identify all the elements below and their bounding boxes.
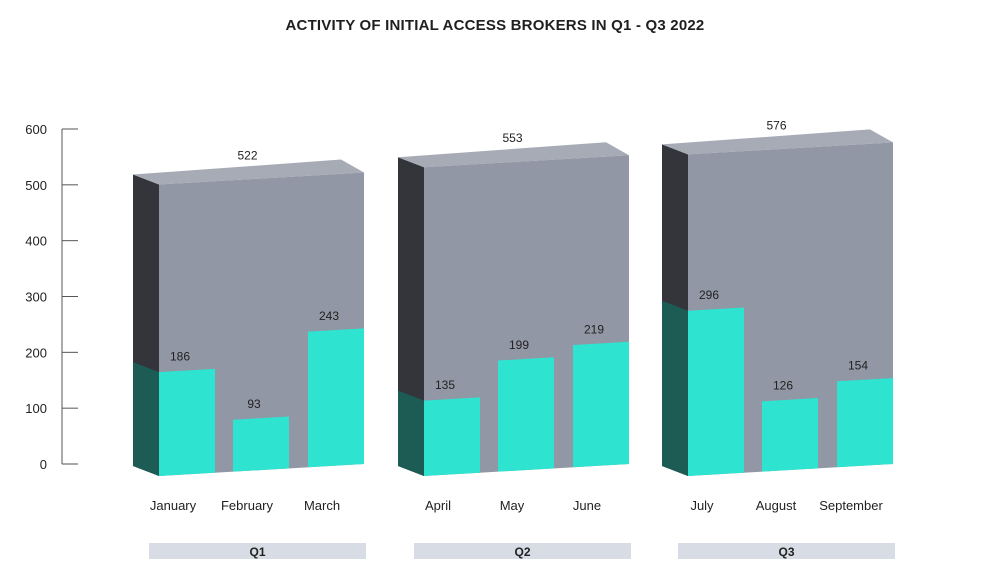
y-axis: 0 100 200 300 400 500 600 xyxy=(25,122,78,472)
month-value-label: 126 xyxy=(773,379,793,393)
quarter-label: Q3 xyxy=(778,545,794,559)
quarter-total-label: 553 xyxy=(502,131,522,145)
y-tick-label: 0 xyxy=(40,457,47,472)
month-value-label: 154 xyxy=(848,359,868,373)
month-value-label: 93 xyxy=(247,397,261,411)
quarter-band xyxy=(149,543,366,559)
y-tick-label: 200 xyxy=(25,345,47,360)
chart-title: ACTIVITY OF INITIAL ACCESS BROKERS IN Q1… xyxy=(285,17,705,34)
y-tick-label: 400 xyxy=(25,234,47,249)
month-bar xyxy=(308,328,364,468)
quarter-band xyxy=(414,543,631,559)
month-bar xyxy=(233,416,289,472)
x-tick-label: June xyxy=(573,498,601,513)
quarter-top-face xyxy=(398,142,629,168)
quarter-total-label: 576 xyxy=(766,118,786,132)
x-tick-label: February xyxy=(221,498,274,513)
y-tick-label: 100 xyxy=(25,401,47,416)
x-tick-label: January xyxy=(150,498,197,513)
month-value-label: 296 xyxy=(699,288,719,302)
x-tick-label: May xyxy=(500,498,525,513)
x-tick-label: July xyxy=(690,498,714,513)
month-bar xyxy=(424,397,480,476)
month-value-label: 199 xyxy=(509,338,529,352)
quarter-top-face xyxy=(133,159,364,185)
y-tick-label: 500 xyxy=(25,178,47,193)
quarter-label: Q1 xyxy=(249,545,265,559)
x-tick-label: August xyxy=(756,498,797,513)
month-bar-side xyxy=(133,362,159,476)
chart-bars xyxy=(133,129,893,477)
x-tick-label: March xyxy=(304,498,340,513)
month-bar-side xyxy=(662,300,688,476)
quarter-top-face xyxy=(662,129,893,155)
month-value-label: 219 xyxy=(584,322,604,336)
quarter-total-label: 522 xyxy=(237,149,257,163)
month-value-label: 243 xyxy=(319,309,339,323)
quarter-band xyxy=(678,543,895,559)
month-bar xyxy=(159,368,215,476)
month-value-label: 135 xyxy=(435,378,455,392)
month-bar xyxy=(762,398,818,472)
y-tick-label: 600 xyxy=(25,122,47,137)
x-tick-label: September xyxy=(819,498,883,513)
x-tick-label: April xyxy=(425,498,451,513)
month-bar xyxy=(573,341,629,468)
chart-labels: 186 January 93 February 243 March 522 Q1 135 Apri… xyxy=(149,118,895,559)
month-value-label: 186 xyxy=(170,350,190,364)
month-bar-side xyxy=(398,390,424,476)
quarter-label: Q2 xyxy=(514,545,530,559)
month-bar xyxy=(498,357,554,472)
month-bar xyxy=(688,307,744,476)
y-tick-label: 300 xyxy=(25,290,47,305)
month-bar xyxy=(837,378,893,468)
